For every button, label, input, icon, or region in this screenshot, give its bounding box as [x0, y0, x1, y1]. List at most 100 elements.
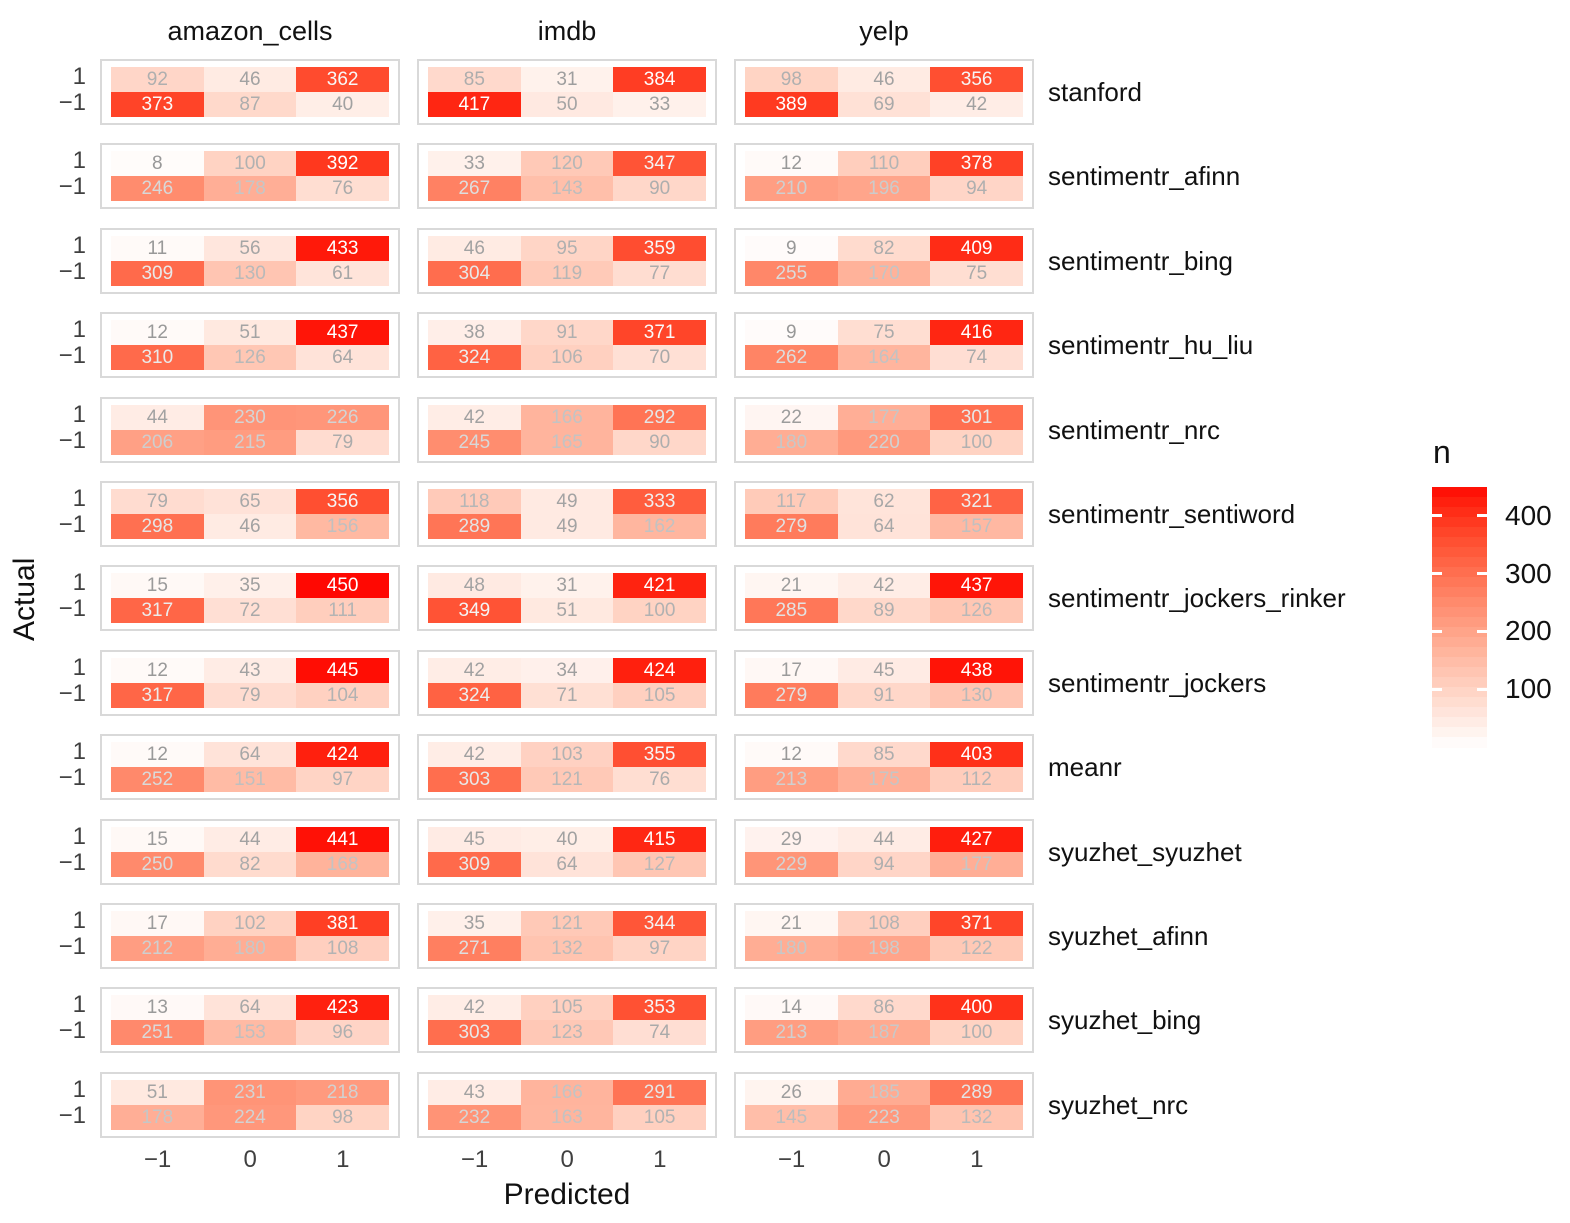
facet-panel-stanford-yelp: 98 46 356 389 69 42 — [734, 59, 1034, 125]
confusion-matrix: 15 44 441 250 82 168 — [111, 826, 389, 877]
heatmap-cell: 433 — [296, 235, 389, 261]
legend-tick-label: 200 — [1505, 615, 1552, 647]
heatmap-cell: 92 — [111, 67, 204, 92]
facet-panel-sentimentr_sentiword-imdb: 118 49 333 289 49 162 — [417, 481, 717, 547]
heatmap-cell: 35 — [428, 911, 521, 936]
y-tick-label: −1 — [58, 511, 86, 538]
x-axis-title: Predicted — [503, 1178, 631, 1211]
heatmap-cell: 29 — [745, 826, 838, 852]
heatmap-cell: 12 — [745, 742, 838, 768]
heatmap-cell: 424 — [296, 742, 389, 768]
heatmap-cell: 31 — [520, 573, 614, 599]
heatmap-cell: 9 — [745, 320, 838, 346]
heatmap-cell: 349 — [428, 598, 521, 624]
heatmap-cell: 46 — [428, 235, 521, 261]
heatmap-cell: 42 — [428, 742, 521, 768]
heatmap-cell: 423 — [296, 995, 389, 1021]
legend-gradient-band — [1432, 717, 1487, 728]
heatmap-cell: 118 — [428, 489, 521, 514]
heatmap-cell: 119 — [520, 260, 614, 286]
heatmap-cell: 51 — [203, 320, 297, 346]
confusion-matrix: 42 34 424 324 71 105 — [428, 657, 706, 708]
confusion-matrix: 118 49 333 289 49 162 — [428, 489, 706, 539]
heatmap-cell: 218 — [296, 1079, 389, 1105]
legend-gradient-band — [1432, 697, 1487, 708]
heatmap-cell: 106 — [520, 345, 614, 371]
facet-panel-sentimentr_jockers-yelp: 17 45 438 279 91 130 — [734, 649, 1034, 716]
heatmap-cell: 51 — [111, 1079, 204, 1105]
legend-gradient-band — [1432, 607, 1487, 618]
heatmap-cell: 90 — [613, 429, 706, 455]
heatmap-cell: 223 — [837, 1104, 931, 1130]
legend-tick-mark — [1432, 629, 1442, 633]
legend-gradient-band — [1432, 677, 1487, 688]
heatmap-cell: 187 — [837, 1020, 931, 1046]
heatmap-cell: 445 — [296, 657, 389, 683]
heatmap-cell: 112 — [930, 767, 1023, 793]
heatmap-cell: 100 — [930, 1020, 1023, 1046]
heatmap-cell: 98 — [296, 1104, 389, 1130]
y-tick-label: −1 — [58, 257, 86, 285]
facet-row-label-sentimentr_sentiword: sentimentr_sentiword — [1048, 499, 1296, 529]
y-tick-label: −1 — [58, 1101, 86, 1129]
heatmap-cell: 166 — [520, 404, 614, 430]
heatmap-cell: 291 — [613, 1079, 706, 1105]
heatmap-cell: 178 — [111, 1104, 204, 1130]
confusion-matrix: 8 100 392 246 178 76 — [111, 151, 389, 202]
heatmap-cell: 51 — [520, 598, 614, 624]
facet-column-title-imdb: imdb — [537, 16, 597, 46]
confusion-matrix: 21 42 437 285 89 126 — [745, 573, 1023, 624]
y-tick-label: 1 — [72, 1075, 86, 1103]
legend-tick-mark — [1477, 572, 1487, 576]
heatmap-cell: 121 — [520, 767, 614, 793]
y-tick-label: 1 — [72, 738, 86, 766]
heatmap-cell: 206 — [111, 429, 204, 455]
confusion-matrix: 92 46 362 373 87 40 — [111, 67, 389, 117]
heatmap-cell: 438 — [930, 657, 1023, 683]
heatmap-cell: 56 — [203, 235, 297, 261]
facet-panel-syuzhet_afinn-amazon_cells: 17 102 381 212 180 108 — [100, 903, 400, 969]
heatmap-cell: 400 — [930, 995, 1023, 1021]
x-tick-label: −1 — [460, 1146, 489, 1173]
heatmap-cell: 85 — [837, 742, 931, 768]
heatmap-cell: 130 — [930, 682, 1023, 708]
legend-gradient-band — [1432, 567, 1487, 578]
heatmap-cell: 42 — [837, 573, 931, 599]
heatmap-cell: 126 — [930, 598, 1023, 624]
legend-tick-mark — [1432, 514, 1442, 518]
confusion-matrix: 12 51 437 310 126 64 — [111, 320, 389, 371]
heatmap-cell: 371 — [930, 911, 1023, 936]
legend-gradient-band — [1432, 497, 1487, 508]
legend-gradient-band — [1432, 517, 1487, 528]
facet-row-label-syuzhet_nrc: syuzhet_nrc — [1048, 1089, 1189, 1120]
facet-panel-syuzhet_bing-imdb: 42 105 353 303 123 74 — [417, 987, 717, 1054]
heatmap-cell: 321 — [930, 489, 1023, 514]
facet-panel-sentimentr_hu_liu-amazon_cells: 12 51 437 310 126 64 — [100, 312, 400, 379]
heatmap-cell: 48 — [428, 573, 521, 599]
facet-row-label-sentimentr_nrc: sentimentr_nrc — [1048, 414, 1220, 445]
confusion-matrix: 33 120 347 267 143 90 — [428, 151, 706, 202]
heatmap-cell: 89 — [837, 598, 931, 624]
heatmap-cell: 303 — [428, 1020, 521, 1046]
heatmap-cell: 105 — [613, 1104, 706, 1130]
heatmap-cell: 151 — [203, 767, 297, 793]
heatmap-cell: 65 — [203, 489, 297, 514]
facet-panel-sentimentr_afinn-imdb: 33 120 347 267 143 90 — [417, 143, 717, 210]
heatmap-cell: 8 — [111, 151, 204, 177]
facet-panel-sentimentr_hu_liu-imdb: 38 91 371 324 106 70 — [417, 312, 717, 379]
x-tick-label: 1 — [970, 1146, 984, 1173]
heatmap-cell: 42 — [428, 995, 521, 1021]
legend-colorbar — [1432, 487, 1487, 748]
heatmap-cell: 79 — [296, 429, 389, 455]
heatmap-cell: 232 — [428, 1104, 521, 1130]
heatmap-cell: 95 — [520, 235, 614, 261]
heatmap-cell: 165 — [520, 429, 614, 455]
heatmap-cell: 178 — [203, 176, 297, 202]
facet-column-title-amazon-cells: amazon_cells — [167, 16, 333, 46]
heatmap-cell: 117 — [745, 489, 838, 514]
y-tick-label: −1 — [58, 342, 86, 370]
heatmap-cell: 289 — [930, 1079, 1023, 1105]
confusion-matrix: 117 62 321 279 64 157 — [745, 489, 1023, 539]
heatmap-cell: 384 — [613, 67, 706, 92]
